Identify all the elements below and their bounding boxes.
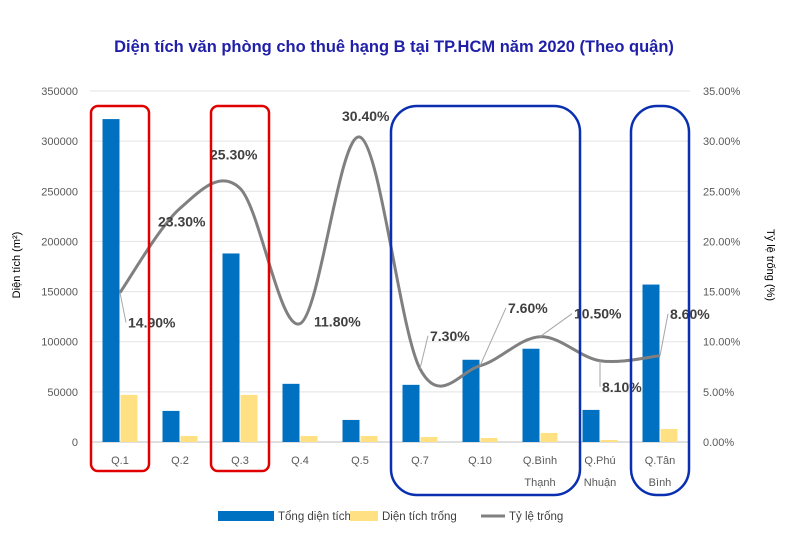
legend-label: Diện tích trống	[382, 511, 457, 523]
y-axis-ticks: 0 50000 100000 150000 200000 250000 300000 3500…	[41, 86, 78, 449]
vacancy-data-label: 14.90%	[128, 315, 176, 331]
bar-total	[282, 383, 300, 442]
vacancy-data-label: 30.40%	[342, 108, 390, 124]
y-tick-label: 150000	[41, 287, 78, 299]
legend: Tổng diện tích Diện tích trống Tỷ lệ trống	[218, 511, 563, 523]
category-label: Q.Tân	[645, 455, 676, 467]
bar-total	[642, 284, 660, 442]
legend-swatch	[350, 511, 378, 521]
vacancy-data-label: 10.50%	[574, 306, 622, 322]
y2-tick-label: 20.00%	[703, 236, 741, 248]
legend-label: Tổng diện tích	[278, 511, 351, 523]
highlight-box-blue	[629, 104, 691, 497]
y-tick-label: 0	[72, 437, 78, 449]
y2-tick-label: 5.00%	[703, 387, 734, 399]
category-label: Nhuận	[584, 477, 616, 489]
y-tick-label: 100000	[41, 337, 78, 349]
bar-total	[582, 409, 600, 442]
bars	[102, 119, 678, 442]
bar-vacant	[120, 394, 138, 442]
y-tick-label: 250000	[41, 186, 78, 198]
highlight-box-red	[89, 104, 151, 473]
bar-vacant	[360, 435, 378, 442]
category-labels: Q.1 Q.2 Q.3 Q.4 Q.5 Q.7 Q.10 Q.Bình Thạnh Q.Phú Nh…	[111, 455, 675, 489]
bar-total	[342, 419, 360, 442]
bar-vacant	[480, 437, 498, 442]
chart-title: Diện tích văn phòng cho thuê hạng B tại …	[114, 38, 674, 56]
highlight-box-red	[209, 104, 271, 473]
bar-vacant	[240, 394, 258, 442]
category-label: Q.Phú	[584, 455, 615, 467]
y-tick-label: 350000	[41, 86, 78, 98]
vacancy-data-label: 23.30%	[158, 213, 206, 229]
leader-line	[419, 335, 429, 369]
y-tick-label: 200000	[41, 236, 78, 248]
category-label: Q.1	[111, 455, 129, 467]
leader-lines	[119, 292, 669, 387]
bar-total	[462, 359, 480, 442]
vacancy-data-label: 8.10%	[602, 379, 642, 395]
bar-vacant	[300, 435, 318, 442]
vacancy-data-label: 7.30%	[430, 328, 470, 344]
bar-total	[402, 384, 420, 442]
data-labels: 14.90% 23.30% 25.30% 11.80% 30.40% 7.30% 7.60%…	[128, 108, 710, 395]
vacancy-data-label: 7.60%	[508, 300, 548, 316]
category-label: Q.10	[468, 455, 492, 467]
category-label: Q.3	[231, 455, 249, 467]
highlight-box-blue	[389, 104, 582, 497]
legend-swatch	[218, 511, 274, 521]
bar-vacant	[600, 439, 618, 442]
highlight-boxes	[89, 104, 691, 497]
leader-line	[539, 313, 573, 338]
leader-line	[659, 313, 669, 356]
bar-total	[102, 119, 120, 442]
y2-axis-title: Tỷ lệ trống (%)	[764, 229, 776, 301]
leader-line	[119, 292, 127, 323]
category-label: Q.Bình	[523, 455, 557, 467]
bar-vacant	[420, 436, 438, 442]
y2-tick-label: 15.00%	[703, 287, 741, 299]
category-label: Bình	[649, 477, 672, 489]
bar-vacant	[540, 432, 558, 442]
y2-tick-label: 0.00%	[703, 437, 734, 449]
bar-vacant	[660, 428, 678, 442]
category-label: Q.2	[171, 455, 189, 467]
y-axis-title: Diện tích (m²)	[11, 232, 23, 299]
bar-vacant	[180, 435, 198, 442]
legend-label: Tỷ lệ trống	[509, 511, 563, 523]
vacancy-data-label: 11.80%	[314, 314, 361, 330]
y2-tick-label: 10.00%	[703, 337, 741, 349]
y2-tick-label: 35.00%	[703, 86, 741, 98]
bar-total	[222, 253, 240, 442]
bar-total	[162, 410, 180, 442]
y2-axis-ticks: 0.00% 5.00% 10.00% 15.00% 20.00% 25.00% 30.00%…	[703, 86, 741, 449]
category-label: Q.4	[291, 455, 309, 467]
bar-total	[522, 348, 540, 442]
y2-tick-label: 25.00%	[703, 186, 741, 198]
category-label: Q.5	[351, 455, 369, 467]
y2-tick-label: 30.00%	[703, 136, 741, 148]
vacancy-data-label: 25.30%	[210, 146, 258, 162]
category-label: Q.7	[411, 455, 429, 467]
category-label: Thạnh	[524, 477, 555, 489]
leader-line	[479, 307, 507, 366]
y-tick-label: 50000	[47, 387, 78, 399]
y-tick-label: 300000	[41, 136, 78, 148]
